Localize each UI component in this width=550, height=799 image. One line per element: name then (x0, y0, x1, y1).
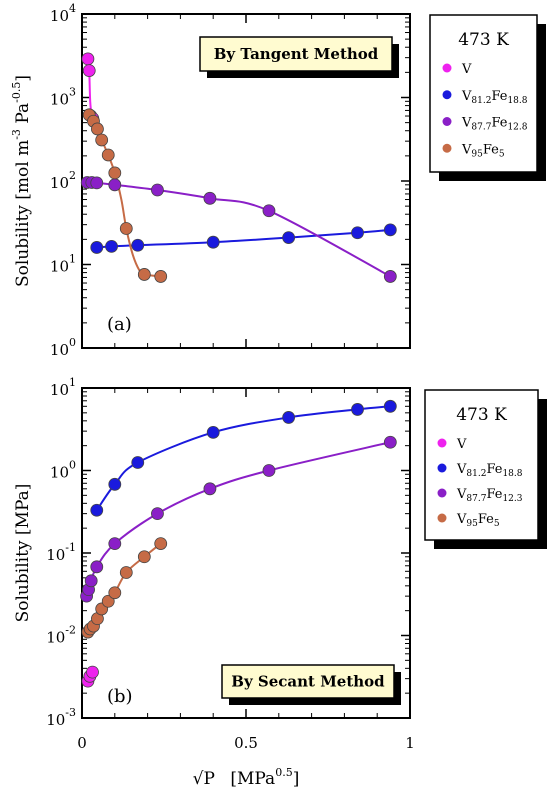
legend-marker (437, 438, 447, 448)
data-point-V95Fe5 (101, 594, 115, 608)
data-point-V81.2Fe18.8 (351, 226, 364, 240)
legend-title: 473 K (456, 405, 507, 425)
curve-V87.7Fe12.8 (87, 181, 391, 278)
legend-label: V (461, 62, 472, 77)
data-point-V95Fe5 (119, 566, 133, 579)
data-point-V81.2Fe18.8 (206, 235, 220, 249)
y-tick-label: 100 (50, 336, 76, 359)
data-point-V87.7Fe12.8 (262, 464, 276, 477)
data-point-V95Fe5 (154, 537, 168, 550)
data-point-V95Fe5 (91, 122, 104, 136)
y-tick-label: 10-2 (46, 624, 76, 647)
data-point-V81.2Fe18.8 (383, 223, 397, 237)
data-point-V (81, 52, 95, 66)
data-point-V81.2Fe18.8 (105, 239, 118, 253)
panel-tag: (a) (107, 314, 132, 335)
data-point-V87.7Fe12.8 (203, 191, 217, 205)
data-point-V87.7Fe12.8 (84, 574, 98, 588)
legend-label: V87.7Fe12.3 (456, 487, 523, 504)
x-tick-label: 1 (405, 734, 415, 752)
data-point-V95Fe5 (95, 133, 109, 147)
y-tick-label: 100 (50, 459, 76, 482)
y-tick-label: 102 (50, 169, 76, 192)
legend-label: V95Fe5 (461, 142, 505, 159)
data-point-V87.7Fe12.8 (90, 560, 104, 574)
data-point-V87.7Fe12.8 (262, 204, 276, 218)
data-point-V81.2Fe18.8 (206, 425, 220, 439)
data-point-V81.2Fe18.8 (90, 241, 104, 254)
data-point-V87.7Fe12.8 (108, 537, 122, 550)
data-point-V95Fe5 (137, 268, 151, 281)
y-tick-label: 101 (50, 376, 76, 399)
x-tick-label: 0 (77, 734, 87, 752)
x-axis-title: √P [MPa0.5] (193, 766, 300, 789)
data-point-V87.7Fe12.8 (90, 176, 104, 190)
data-point-V (82, 64, 96, 77)
data-point-V87.7Fe12.8 (151, 507, 164, 521)
data-point-V95Fe5 (137, 550, 151, 564)
data-point-V81.2Fe18.8 (131, 238, 145, 252)
data-point-V81.2Fe18.8 (383, 399, 397, 413)
legend-label: V81.2Fe18.8 (456, 462, 523, 479)
data-point-V87.7Fe12.8 (203, 482, 217, 496)
data-point-V87.7Fe12.8 (383, 270, 397, 283)
y-tick-label: 10-1 (46, 541, 76, 564)
legend-label: V (456, 437, 467, 452)
legend-marker (442, 117, 452, 126)
data-point-V81.2Fe18.8 (108, 477, 122, 491)
legend-marker (437, 513, 447, 523)
legend-label: V87.7Fe12.8 (461, 116, 528, 133)
data-point-V87.7Fe12.8 (108, 178, 122, 192)
legend-marker (437, 488, 447, 498)
legend-marker (442, 63, 452, 73)
panel-a: 100 101 102 103 104 Solubility [mol m-3 Pa-0.… (10, 2, 546, 359)
data-point-V81.2Fe18.8 (282, 411, 296, 424)
data-point-V (86, 665, 99, 679)
data-point-V81.2Fe18.8 (351, 403, 364, 416)
y-tick-label: 10-3 (46, 706, 76, 729)
data-point-V87.7Fe12.8 (383, 435, 397, 449)
method-label: By Secant Method (231, 673, 385, 691)
legend-label: V95Fe5 (456, 512, 500, 529)
data-point-V95Fe5 (108, 166, 122, 180)
y-tick-label: 104 (50, 2, 76, 25)
data-point-V95Fe5 (119, 222, 133, 235)
panel-b: 10-3 10-2 10-1 100 101 0 0.5 1 Solubility [MPa] (… (13, 376, 547, 752)
legend-label: V81.2Fe18.8 (461, 89, 528, 106)
method-box (221, 664, 395, 699)
data-point-V95Fe5 (108, 586, 122, 600)
data-point-V95Fe5 (154, 270, 168, 283)
x-tick-label: 0.5 (234, 734, 258, 752)
legend-title: 473 K (458, 30, 509, 50)
method-label: By Tangent Method (214, 45, 379, 63)
data-point-V81.2Fe18.8 (131, 456, 145, 469)
data-point-V81.2Fe18.8 (90, 503, 104, 517)
legend-marker (442, 90, 452, 100)
y-tick-label: 101 (50, 253, 76, 276)
y-axis-title: Solubility [MPa] (13, 484, 33, 623)
data-point-V95Fe5 (101, 148, 115, 162)
legend-marker (442, 143, 452, 153)
y-tick-label: 103 (50, 86, 76, 109)
method-box (199, 36, 393, 72)
data-point-V81.2Fe18.8 (282, 231, 296, 244)
legend-marker (437, 463, 447, 473)
panel-tag: (b) (107, 686, 133, 707)
y-axis-title: Solubility [mol m-3 Pa-0.5] (10, 75, 33, 287)
data-point-V87.7Fe12.8 (151, 183, 164, 197)
